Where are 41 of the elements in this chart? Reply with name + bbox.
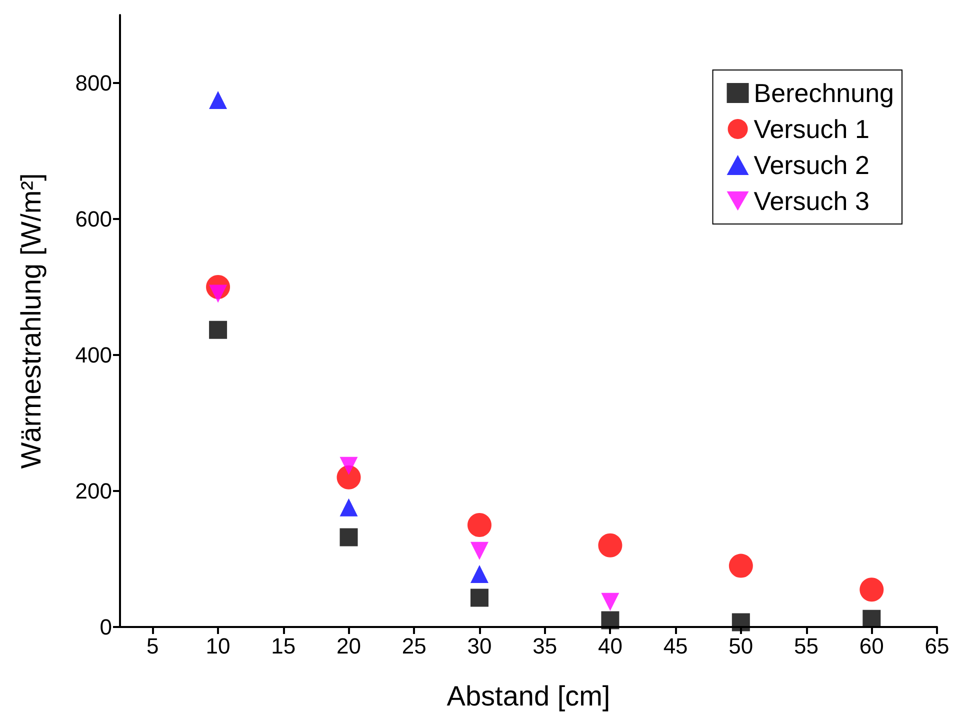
point bbox=[336, 465, 361, 490]
x-tick-label: 35 bbox=[532, 634, 558, 658]
legend-label: Versuch 1 bbox=[754, 114, 870, 144]
x-tick-label: 60 bbox=[859, 634, 884, 658]
point bbox=[732, 613, 750, 632]
y-tick-label: 800 bbox=[75, 70, 112, 96]
y-tick-label: 600 bbox=[75, 206, 112, 232]
y-tick-label: 200 bbox=[75, 478, 112, 504]
x-tick-label: 55 bbox=[794, 634, 819, 658]
x-axis-title: Abstand [cm] bbox=[446, 680, 610, 712]
point bbox=[598, 533, 622, 558]
x-tick-label: 10 bbox=[206, 634, 230, 658]
legend-label: Versuch 3 bbox=[754, 186, 870, 216]
point bbox=[209, 320, 228, 339]
x-tick-label: 20 bbox=[336, 634, 361, 658]
point bbox=[601, 592, 620, 611]
point bbox=[470, 542, 488, 560]
point bbox=[601, 611, 620, 630]
y-axis-title: Wärmestrahlung [W/m²] bbox=[16, 173, 46, 469]
point bbox=[728, 554, 753, 578]
legend-label: Versuch 2 bbox=[754, 150, 870, 180]
y-tick-label: 400 bbox=[75, 342, 112, 368]
point bbox=[340, 456, 358, 475]
x-tick-label: 50 bbox=[728, 634, 754, 658]
x-tick-label: 5 bbox=[146, 634, 159, 658]
x-tick-label: 15 bbox=[271, 634, 296, 658]
point bbox=[209, 91, 228, 109]
x-tick-label: 40 bbox=[598, 634, 622, 658]
x-tick-label: 25 bbox=[402, 634, 426, 658]
x-tick-label: 65 bbox=[924, 634, 950, 658]
point bbox=[340, 498, 358, 516]
point bbox=[862, 610, 881, 628]
point bbox=[470, 588, 488, 607]
x-tick-label: 30 bbox=[467, 634, 492, 658]
x-tick-label: 45 bbox=[663, 634, 688, 658]
legend-label: Berechnung bbox=[754, 78, 894, 108]
point bbox=[468, 513, 492, 537]
y-tick-label: 0 bbox=[100, 614, 112, 640]
point bbox=[860, 578, 884, 602]
point bbox=[340, 528, 358, 546]
point bbox=[470, 564, 488, 583]
